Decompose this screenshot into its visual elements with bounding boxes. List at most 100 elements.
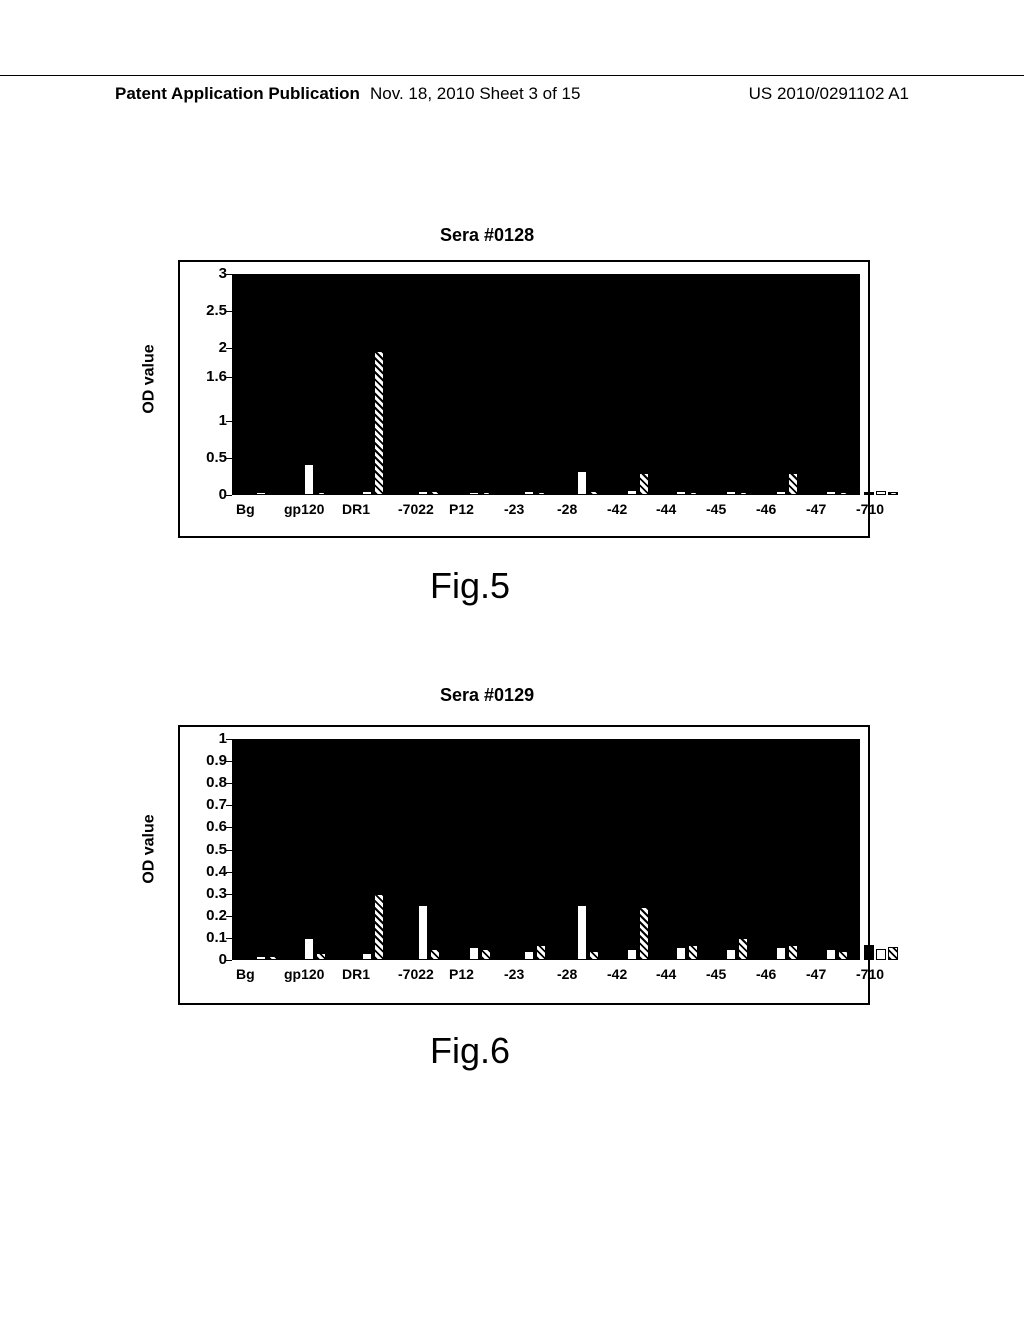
bar-white	[418, 905, 428, 960]
bar-solid	[406, 951, 416, 960]
bar-hatched	[430, 491, 440, 495]
y-tick-label: 1	[187, 412, 227, 429]
bar-solid	[457, 492, 467, 495]
bar-solid	[292, 491, 302, 495]
x-tick-label: -710	[856, 501, 908, 517]
chart5-plot-area	[232, 274, 860, 495]
y-tick-label: 0.6	[187, 818, 227, 835]
x-tick-label: -45	[706, 501, 758, 517]
bar-hatched	[639, 907, 649, 960]
y-tick-label: 0.5	[187, 449, 227, 466]
bar-white	[524, 951, 534, 960]
bar-white	[577, 471, 587, 495]
bar-hatched	[536, 492, 546, 495]
y-tick-label: 0.3	[187, 885, 227, 902]
bar-solid	[615, 491, 625, 495]
y-tick-label: 0.7	[187, 796, 227, 813]
x-tick-label: gp120	[284, 966, 336, 982]
bar-solid	[814, 949, 824, 960]
x-tick-label: -47	[806, 966, 858, 982]
x-tick-label: -23	[504, 966, 556, 982]
bar-white	[876, 949, 886, 960]
bar-hatched	[589, 951, 599, 960]
bar-solid	[512, 492, 522, 495]
bar-hatched	[268, 493, 278, 495]
bar-solid	[512, 949, 522, 960]
bar-hatched	[589, 491, 599, 495]
chart5-y-label: OD value	[141, 344, 159, 413]
bar-solid	[457, 945, 467, 960]
y-tick-label: 0.4	[187, 863, 227, 880]
x-tick-label: -42	[607, 966, 659, 982]
bar-hatched	[481, 949, 491, 960]
x-tick-label: -7022	[398, 966, 450, 982]
header-right-text: US 2010/0291102 A1	[749, 84, 909, 104]
bar-white	[676, 947, 686, 960]
bar-solid	[565, 491, 575, 495]
header-left-text: Patent Application Publication	[115, 84, 360, 104]
bar-white	[726, 491, 736, 495]
bar-white	[304, 464, 314, 495]
x-tick-label: -46	[756, 966, 808, 982]
x-tick-label: -45	[706, 966, 758, 982]
y-tick	[226, 960, 232, 961]
x-tick-label: -46	[756, 501, 808, 517]
x-tick-label: -47	[806, 501, 858, 517]
y-tick-label: 0.9	[187, 752, 227, 769]
bar-solid	[714, 951, 724, 960]
x-tick-label: -42	[607, 501, 659, 517]
bar-hatched	[374, 351, 384, 495]
bar-white	[256, 956, 266, 960]
bar-hatched	[430, 949, 440, 960]
bar-hatched	[838, 951, 848, 960]
x-tick-label: P12	[449, 966, 501, 982]
bar-white	[469, 947, 479, 960]
bar-white	[776, 947, 786, 960]
chart5-container: 00.511.622.53 Bggp120DR1-7022P12-23-28-4…	[178, 260, 870, 538]
x-tick-label: gp120	[284, 501, 336, 517]
x-tick-label: -28	[557, 501, 609, 517]
bar-white	[256, 492, 266, 495]
bar-white	[627, 490, 637, 495]
bar-hatched	[688, 945, 698, 960]
bar-hatched	[888, 947, 898, 960]
y-tick-label: 0	[187, 951, 227, 968]
bar-white	[776, 491, 786, 495]
y-tick-label: 0	[187, 486, 227, 503]
bar-solid	[814, 473, 824, 495]
bar-white	[676, 491, 686, 495]
bar-white	[304, 938, 314, 960]
x-tick-label: DR1	[342, 966, 394, 982]
x-tick-label: Bg	[236, 966, 288, 982]
bar-hatched	[374, 894, 384, 960]
y-tick-label: 3	[187, 265, 227, 282]
bar-solid	[864, 945, 874, 960]
y-tick	[226, 495, 232, 496]
bar-hatched	[838, 492, 848, 495]
chart6-y-label: OD value	[141, 814, 159, 883]
chart6-plot-area	[232, 739, 860, 960]
bar-white	[627, 949, 637, 960]
bar-solid	[664, 492, 674, 495]
bar-hatched	[536, 945, 546, 960]
chart5-title: Sera #0128	[440, 225, 534, 246]
y-tick-label: 2	[187, 339, 227, 356]
bar-hatched	[738, 492, 748, 495]
bar-hatched	[268, 956, 278, 960]
bar-hatched	[788, 945, 798, 960]
x-tick-label: -44	[656, 501, 708, 517]
bar-hatched	[788, 473, 798, 495]
bar-solid	[764, 949, 774, 960]
bar-solid	[350, 889, 360, 960]
bar-white	[418, 491, 428, 495]
bar-white	[826, 491, 836, 495]
y-tick-label: 1.6	[187, 368, 227, 385]
y-tick-label: 0.5	[187, 841, 227, 858]
bar-white	[826, 949, 836, 960]
x-tick-label: Bg	[236, 501, 288, 517]
bar-white	[362, 953, 372, 960]
bar-solid	[565, 951, 575, 960]
bar-white	[726, 949, 736, 960]
bar-solid	[664, 951, 674, 960]
page-header: Patent Application Publication Nov. 18, …	[0, 75, 1024, 84]
